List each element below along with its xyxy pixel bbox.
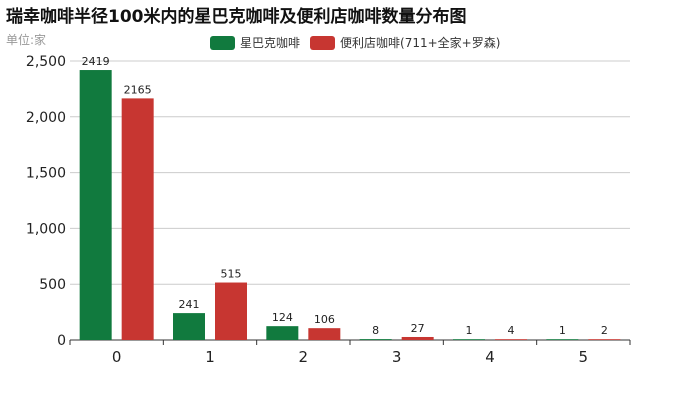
data-label: 124 [272, 311, 293, 324]
bar-starbucks [173, 313, 205, 340]
x-tick-label: 2 [299, 348, 309, 366]
data-label: 2165 [124, 83, 152, 96]
chart-title: 瑞幸咖啡半径100米内的星巴克咖啡及便利店咖啡数量分布图 [6, 7, 467, 27]
x-tick-label: 5 [579, 348, 589, 366]
bar-convenience [495, 339, 527, 340]
data-label: 27 [411, 322, 425, 335]
data-label: 2 [601, 324, 608, 337]
x-tick-label: 0 [112, 348, 122, 366]
y-tick-label: 500 [39, 277, 66, 293]
y-tick-label: 1,500 [26, 166, 66, 182]
legend-item-starbucks[interactable]: 星巴克咖啡 [210, 34, 300, 51]
x-tick-label: 4 [485, 348, 495, 366]
bar-convenience [215, 282, 247, 340]
legend-swatch-convenience [310, 35, 336, 50]
data-label: 8 [372, 324, 379, 337]
y-tick-label: 2,500 [26, 54, 66, 70]
bar-convenience [308, 328, 341, 340]
bar-convenience [588, 339, 621, 340]
data-label: 241 [179, 298, 200, 311]
bar-convenience [121, 98, 154, 340]
legend-label-convenience: 便利店咖啡(711+全家+罗森) [340, 36, 501, 50]
y-tick-label: 0 [57, 333, 66, 349]
data-label: 2419 [82, 55, 110, 68]
data-label: 515 [221, 268, 242, 281]
bar-convenience [401, 336, 434, 340]
y-tick-label: 1,000 [26, 221, 66, 237]
bar-starbucks [79, 70, 112, 340]
legend-label-starbucks: 星巴克咖啡 [240, 36, 301, 50]
legend-swatch-starbucks [210, 35, 235, 50]
bar-starbucks [453, 339, 485, 340]
legend[interactable]: 星巴克咖啡 便利店咖啡(711+全家+罗森) [210, 34, 510, 51]
data-label: 4 [508, 324, 515, 337]
data-label: 1 [466, 324, 473, 337]
bar-starbucks [359, 339, 392, 340]
data-label: 106 [314, 313, 335, 326]
bar-starbucks [266, 326, 299, 340]
y-tick-label: 2,000 [26, 110, 66, 126]
bar-starbucks [546, 339, 579, 340]
data-label: 1 [559, 324, 566, 337]
chart-subtitle: 单位:家 [6, 33, 47, 47]
x-tick-label: 3 [392, 348, 402, 366]
x-tick-label: 1 [205, 348, 215, 366]
legend-item-convenience[interactable]: 便利店咖啡(711+全家+罗森) [310, 34, 500, 51]
